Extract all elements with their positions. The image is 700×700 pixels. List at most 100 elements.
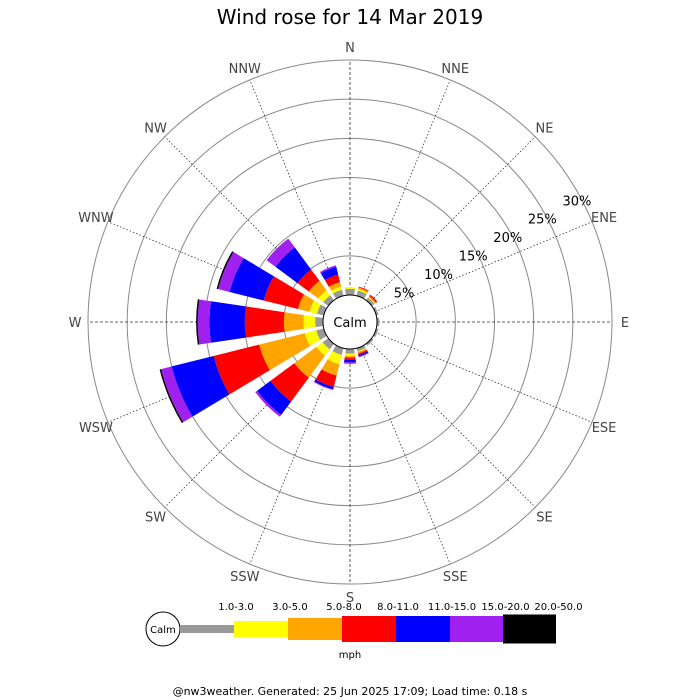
- bar-segment-sw-3: [270, 363, 309, 402]
- bar-segment-ne-0: [366, 297, 375, 306]
- ring-label: 15%: [459, 250, 488, 265]
- bar-segment-s-5: [343, 361, 357, 364]
- bar-segment-nnw-2: [328, 282, 342, 291]
- direction-label-ese: ESE: [592, 421, 617, 436]
- bar-segment-nw-5: [266, 238, 295, 267]
- legend-bin-label: 20.0-50.0: [534, 602, 582, 613]
- direction-label-ne: NE: [535, 122, 553, 137]
- bar-segment-sse-3: [357, 349, 368, 356]
- grid-spoke: [359, 346, 451, 565]
- bar-segment-ssw-1: [327, 351, 342, 365]
- grid-spoke: [368, 340, 536, 508]
- legend-bin-label: 8.0-11.0: [377, 602, 419, 613]
- bar-segment-wsw-3: [213, 344, 270, 395]
- ring-label: 25%: [528, 213, 557, 228]
- grid-spoke: [374, 221, 593, 313]
- bar-segment-w-3: [244, 306, 285, 338]
- bar-segment-ese-0: [373, 328, 379, 338]
- legend-unit-label: mph: [339, 650, 361, 661]
- bar-segment-ssw-3: [315, 369, 337, 387]
- legend-swatch-6: [503, 614, 556, 644]
- grid-spoke: [249, 79, 341, 298]
- direction-label-nnw: NNW: [229, 62, 261, 77]
- bar-segment-nw-2: [308, 280, 327, 299]
- legend-bin-label: 5.0-8.0: [326, 602, 361, 613]
- bar-segment-w-4: [209, 301, 246, 343]
- legend-swatch-0: [180, 625, 234, 633]
- direction-label-e: E: [621, 316, 629, 331]
- bar-segment-ne-2: [368, 295, 377, 304]
- ring-labels: 5% 10% 15% 20% 25% 30%: [394, 194, 592, 301]
- direction-label-w: W: [69, 316, 82, 331]
- speed-legend: Calm 1.0-3.0 3.0-5.0 5.0-8.0 8.0-11.0 11.0-15…: [145, 602, 583, 661]
- bar-segment-nnw-4: [320, 266, 339, 281]
- direction-label-ene: ENE: [591, 211, 617, 226]
- bar-segment-s-1: [344, 353, 356, 357]
- bar-segment-wnw-3: [263, 276, 305, 310]
- bar-segment-w-6: [196, 299, 200, 345]
- direction-label-wnw: WNW: [78, 211, 114, 226]
- bar-segment-nnw-5: [319, 265, 337, 274]
- chart-title: Wind rose for 14 Mar 2019: [217, 5, 483, 29]
- bar-segment-nne-2: [358, 287, 369, 293]
- bar-segment-wsw-5: [161, 366, 193, 423]
- bar-segment-wnw-5: [218, 252, 244, 292]
- bar-segment-nw-4: [275, 247, 312, 284]
- bar-segment-wnw-1: [309, 300, 321, 314]
- grid-spoke: [359, 79, 451, 298]
- bar-segment-wnw-2: [297, 294, 315, 312]
- direction-labels: N NNE NE ENE E ESE SE SSE S SSW SW WSW W WNW NW NNW: [69, 41, 630, 606]
- bar-segment-ssw-2: [321, 359, 340, 376]
- bar-segment-sse-2: [357, 348, 367, 354]
- bar-segment-sw-0: [322, 338, 334, 350]
- bar-segment-s-4: [344, 359, 356, 363]
- bar-segment-ene-0: [373, 306, 379, 316]
- bar-segment-nne-3: [358, 286, 369, 292]
- bar-segment-ssw-4: [314, 379, 334, 390]
- ring-label: 30%: [562, 194, 591, 209]
- calm-label: Calm: [333, 316, 366, 331]
- direction-label-sse: SSE: [443, 570, 468, 585]
- ring-label: 5%: [394, 286, 415, 301]
- direction-label-n: N: [345, 41, 355, 56]
- bar-segment-sw-4: [257, 380, 292, 415]
- bar-segment-wsw-6: [159, 369, 184, 424]
- legend-bin-label: 3.0-5.0: [272, 602, 307, 613]
- ring-label: 20%: [493, 231, 522, 246]
- bar-segment-sse-1: [357, 347, 366, 352]
- bar-segment-w-5: [197, 299, 211, 345]
- bar-segment-sse-5: [358, 352, 369, 358]
- calm-circle: [322, 294, 378, 350]
- footer-text: @nw3weather. Generated: 25 Jun 2025 17:0…: [173, 685, 528, 698]
- ring-label: 10%: [424, 268, 453, 283]
- bar-segment-nnw-1: [331, 286, 342, 294]
- bar-segment-ssw-5: [313, 381, 334, 391]
- legend-bin-label: 1.0-3.0: [218, 602, 253, 613]
- direction-label-sw: SW: [145, 510, 166, 525]
- bar-segment-s-0: [345, 348, 355, 354]
- direction-label-s: S: [346, 591, 354, 606]
- bar-segment-s-2: [344, 355, 356, 358]
- legend-swatch-3: [342, 616, 396, 642]
- legend-swatch-1: [234, 621, 288, 637]
- bar-segment-sw-2: [294, 346, 326, 378]
- grid-ring: [87, 59, 613, 585]
- bar-segment-se-0: [366, 338, 374, 346]
- direction-label-nw: NW: [144, 122, 167, 137]
- bar-segment-sw-1: [316, 342, 330, 356]
- legend-swatch-5: [450, 616, 503, 642]
- bar-segment-wsw-4: [171, 356, 230, 417]
- bar-segment-nnw-3: [324, 274, 341, 287]
- direction-label-wsw: WSW: [79, 421, 113, 436]
- bar-segment-sw-5: [255, 390, 282, 417]
- wind-bars: [159, 238, 380, 424]
- legend-bin-label: 15.0-20.0: [481, 602, 529, 613]
- legend-swatch-4: [396, 616, 450, 642]
- bar-segment-wsw-2: [259, 333, 311, 371]
- bar-segment-wsw-1: [304, 330, 321, 346]
- bar-segment-ne-1: [367, 297, 375, 305]
- bar-segment-nne-0: [356, 290, 367, 299]
- legend-swatch-2: [288, 618, 342, 640]
- direction-label-ssw: SSW: [230, 570, 260, 585]
- bar-segment-nw-1: [318, 290, 331, 303]
